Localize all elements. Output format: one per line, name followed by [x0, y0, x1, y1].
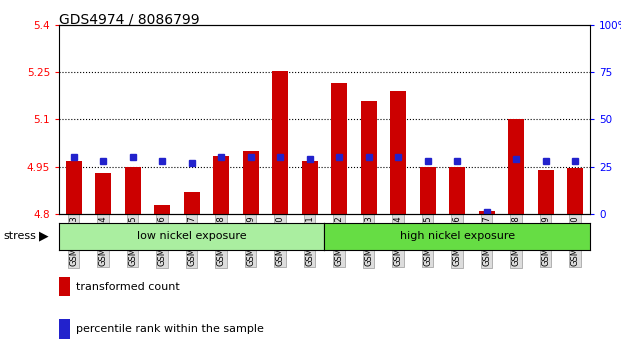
Bar [66, 160, 82, 214]
Bar [390, 91, 406, 214]
Text: transformed count: transformed count [76, 282, 180, 292]
Bar [184, 192, 200, 214]
Text: low nickel exposure: low nickel exposure [137, 231, 247, 241]
Text: high nickel exposure: high nickel exposure [400, 231, 515, 241]
Bar [95, 173, 111, 214]
Bar [243, 151, 259, 214]
Bar [154, 205, 170, 214]
Bar [538, 170, 554, 214]
Text: stress: stress [3, 231, 36, 241]
Bar [449, 167, 465, 214]
Bar [272, 70, 288, 214]
Text: percentile rank within the sample: percentile rank within the sample [76, 324, 265, 334]
Bar [125, 167, 141, 214]
Bar [479, 211, 495, 214]
Text: ▶: ▶ [39, 230, 48, 243]
Bar [420, 167, 436, 214]
Bar [567, 169, 583, 214]
Bar [213, 156, 229, 214]
Bar [331, 83, 347, 214]
Bar [302, 160, 318, 214]
Bar [361, 101, 377, 214]
Bar [508, 120, 524, 214]
Text: GDS4974 / 8086799: GDS4974 / 8086799 [59, 12, 199, 27]
